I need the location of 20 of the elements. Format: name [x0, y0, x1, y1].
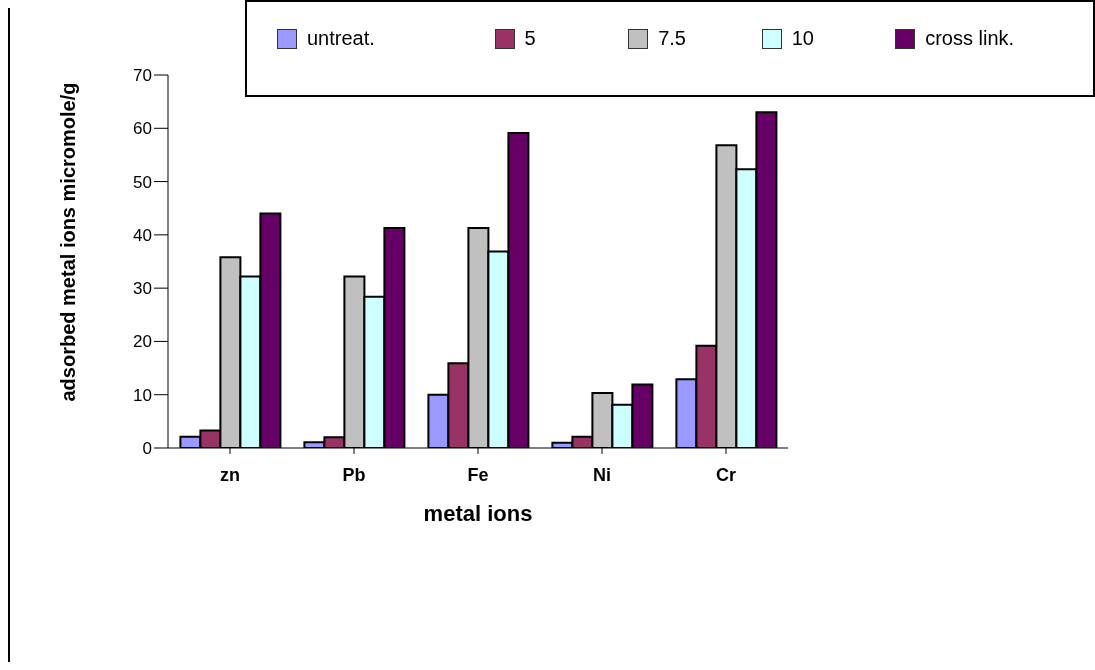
y-tick-label: 60	[133, 119, 152, 139]
y-tick-label: 10	[133, 385, 152, 405]
y-axis-title: adsorbed metal ions micromole/g	[57, 82, 80, 402]
x-tick-label: Cr	[715, 464, 737, 485]
y-tick-label: 0	[142, 439, 152, 459]
y-tick-label: 40	[133, 225, 152, 245]
y-tick-label: 50	[133, 172, 152, 192]
legend-label: 10	[791, 27, 814, 50]
legend-label: 7.5	[658, 27, 686, 50]
y-tick-label: 70	[133, 66, 152, 86]
legend-label: untreat.	[307, 27, 375, 50]
x-tick-label: Ni	[593, 464, 611, 485]
x-tick-label: zn	[220, 464, 240, 485]
x-axis-title: metal ions	[423, 501, 533, 526]
legend-label: cross link.	[925, 27, 1015, 50]
x-tick-label: Pb	[342, 464, 366, 485]
y-tick-label: 20	[133, 332, 152, 352]
legend-label: 5	[524, 27, 536, 50]
x-tick-label: Fe	[467, 464, 489, 485]
y-tick-label: 30	[133, 279, 152, 299]
